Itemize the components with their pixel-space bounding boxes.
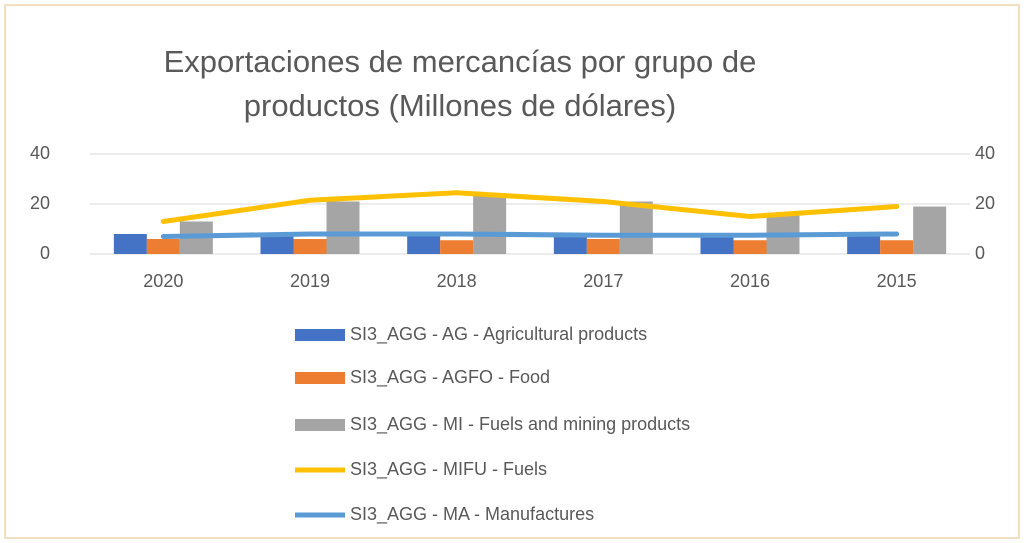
bar <box>326 201 360 254</box>
bar <box>146 239 180 254</box>
bar <box>473 194 507 254</box>
x-tick-label: 2017 <box>583 271 623 291</box>
bar <box>260 235 294 254</box>
x-tick-label: 2018 <box>437 271 477 291</box>
y-tick-label: 20 <box>30 193 50 213</box>
legend-label: SI3_AGG - AG - Agricultural products <box>350 324 647 345</box>
x-tick-label: 2020 <box>143 271 183 291</box>
bar <box>700 235 734 254</box>
bar <box>553 235 587 254</box>
chart-title: Exportaciones de mercancías por grupo de… <box>163 44 757 123</box>
bar <box>913 206 947 254</box>
legend-label: SI3_AGG - MI - Fuels and mining products <box>350 414 690 435</box>
legend-marker <box>295 329 345 341</box>
y2-tick-label: 40 <box>975 143 995 163</box>
bar <box>440 240 474 254</box>
bar <box>880 240 914 254</box>
y-tick-label: 0 <box>40 243 50 263</box>
line-series <box>160 231 900 239</box>
legend-label: SI3_AGG - MA - Manufactures <box>350 504 594 525</box>
bar <box>733 240 767 254</box>
legend-marker <box>295 372 345 384</box>
x-tick-label: 2015 <box>877 271 917 291</box>
y2-tick-label: 20 <box>975 193 995 213</box>
y-tick-label: 40 <box>30 143 50 163</box>
chart-border <box>4 4 1020 539</box>
bar <box>293 239 327 254</box>
bar <box>407 235 441 254</box>
legend-label: SI3_AGG - MIFU - Fuels <box>350 459 547 480</box>
line-series <box>160 190 900 224</box>
legend-label: SI3_AGG - AGFO - Food <box>350 367 550 388</box>
bar <box>619 201 653 254</box>
legend-marker <box>295 419 345 431</box>
x-tick-label: 2019 <box>290 271 330 291</box>
bar <box>586 239 620 254</box>
y2-tick-label: 0 <box>975 243 985 263</box>
bar <box>847 235 881 254</box>
bar <box>113 234 147 254</box>
x-tick-label: 2016 <box>730 271 770 291</box>
